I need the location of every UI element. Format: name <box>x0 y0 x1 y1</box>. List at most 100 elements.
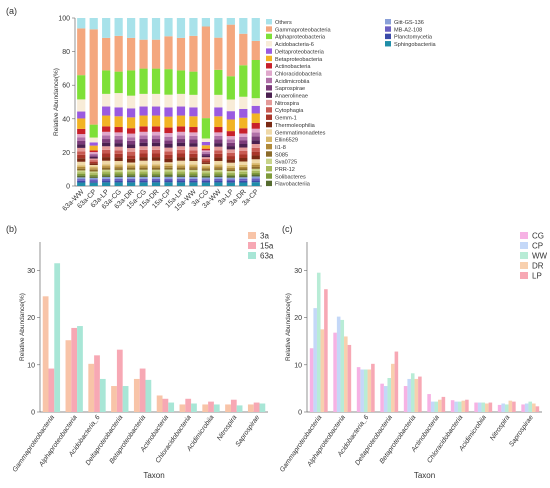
stack-segment <box>239 140 248 144</box>
stack-segment <box>139 180 148 183</box>
stack-segment <box>89 152 98 154</box>
stack-segment <box>114 150 123 154</box>
stack-segment <box>151 131 161 136</box>
stack-segment <box>201 165 211 168</box>
stack-segment <box>151 164 161 167</box>
stack-segment <box>164 167 173 170</box>
stack-segment <box>77 137 86 141</box>
legend-label-c: WW <box>532 252 548 261</box>
stack-segment <box>251 140 260 144</box>
bar <box>94 355 100 412</box>
stack-segment <box>102 169 111 172</box>
stack-segment <box>114 116 123 128</box>
y-axis-title-b: Relative Abundance(%) <box>19 293 26 361</box>
stack-segment <box>126 144 136 149</box>
chart-c-grouped-bars: 0 10 20 30 Relative Abundance(%) Gammaproteob… <box>279 232 548 481</box>
stack-segment <box>189 150 198 154</box>
stack-segment <box>251 163 260 165</box>
stack-segment <box>102 131 111 136</box>
stack-segment <box>139 173 148 176</box>
bar <box>532 403 536 412</box>
stack-segment <box>89 171 98 174</box>
bar <box>162 398 169 412</box>
stack-segment <box>114 93 123 108</box>
legend-label-a: Flavobacteriia <box>275 182 311 188</box>
legend-swatch-a <box>266 180 272 187</box>
stack-segment <box>89 177 98 180</box>
stack-segment <box>214 157 223 161</box>
bar <box>380 383 384 412</box>
bar <box>454 401 458 412</box>
legend-swatch-a <box>385 41 391 47</box>
bar <box>477 402 482 412</box>
stack-segment <box>239 154 248 158</box>
bar <box>253 402 260 412</box>
y-tick-label-a: 40 <box>62 116 70 123</box>
stack-segment <box>89 150 98 153</box>
bar <box>410 373 415 412</box>
stack-segment <box>201 18 211 27</box>
stack-segment <box>189 180 198 183</box>
bar <box>457 401 462 412</box>
stack-segment <box>151 149 161 154</box>
stack-segment <box>189 132 198 136</box>
stack-segment <box>214 150 223 154</box>
legend-label-a: Others <box>275 20 292 26</box>
legend-label-c: CP <box>532 242 543 251</box>
stack-segment <box>226 176 235 178</box>
stack-segment <box>102 180 111 183</box>
legend-swatch-a <box>266 136 272 142</box>
stack-segment <box>189 168 198 170</box>
panel-a-label: (a) <box>6 6 17 16</box>
legend-label-a: Ii1-8 <box>275 145 286 151</box>
legend-label-c: CG <box>532 232 544 241</box>
stack-segment <box>102 176 111 179</box>
bar <box>99 378 106 412</box>
stack-segment <box>102 164 111 167</box>
bar <box>156 395 163 412</box>
stack-segment <box>226 142 235 147</box>
y-tick-label-a: 60 <box>62 83 70 90</box>
stack-segment <box>102 175 111 177</box>
bar <box>383 386 388 412</box>
legend-label-a: Alphaproteobacteria <box>275 35 326 41</box>
stack-segment <box>251 113 260 123</box>
stack-segment <box>176 180 186 183</box>
stack-segment <box>214 173 223 176</box>
stack-segment <box>176 173 186 176</box>
stack-segment <box>164 94 173 108</box>
stack-segment <box>164 176 173 179</box>
stack-segment <box>189 169 198 172</box>
stack-segment <box>139 164 148 167</box>
stack-segment <box>189 18 198 36</box>
stack-segment <box>251 174 260 177</box>
legend-label-a: Cytophagia <box>275 108 304 114</box>
stack-segment <box>214 160 223 165</box>
y-tick-label-c: 0 <box>298 410 302 417</box>
stack-segment <box>89 161 98 164</box>
stack-segment <box>102 70 111 94</box>
stack-segment <box>239 109 248 118</box>
legend-label-a: MB-A2-108 <box>394 27 422 33</box>
stack-segment <box>176 93 186 107</box>
stack-segment <box>102 115 111 127</box>
bar <box>65 340 72 412</box>
y-tick-label-a: 80 <box>62 49 70 56</box>
legend-label-a: Gemm-1 <box>275 116 297 122</box>
stack-segment <box>102 166 111 168</box>
stack-segment <box>251 40 260 60</box>
stack-segment <box>164 169 173 172</box>
stack-segment <box>239 133 248 137</box>
stack-segment <box>251 166 260 169</box>
stack-segment <box>214 116 223 128</box>
stack-segment <box>102 157 111 161</box>
stack-segment <box>214 171 223 174</box>
x-tick-label-b: Nitrospira <box>216 414 239 442</box>
stack-segment <box>126 166 136 168</box>
stack-segment <box>251 168 260 171</box>
stack-segment <box>139 68 148 94</box>
legend-swatch-a <box>266 26 272 32</box>
stack-segment <box>151 142 161 147</box>
stack-segment <box>239 65 248 97</box>
stack-segment <box>189 157 198 161</box>
